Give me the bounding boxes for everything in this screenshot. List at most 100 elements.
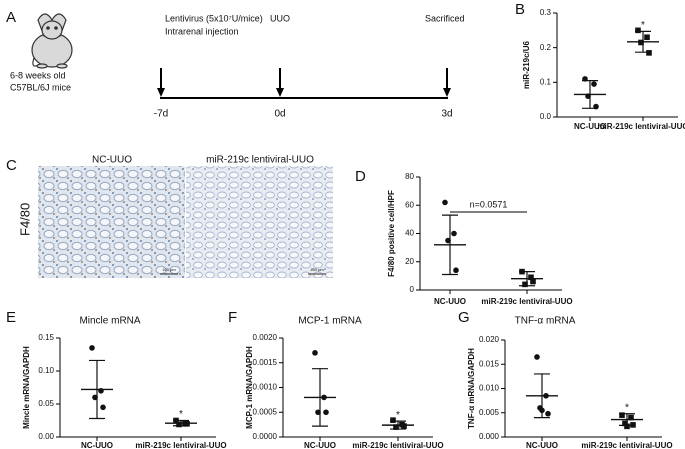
sd-bar: [442, 214, 458, 276]
mouse-text: C57BL/6J mice: [10, 82, 71, 92]
chart-title: Mincle mRNA: [79, 316, 140, 327]
data-point: [622, 420, 628, 427]
data-point: [312, 350, 318, 356]
data-point: [644, 34, 650, 41]
event-text: Intrarenal injection: [165, 26, 239, 36]
x-tick-label: miR-219c lentiviral-UUO: [581, 441, 672, 449]
sd-bar: [619, 413, 635, 426]
mouse-text: 6-8 weeks old: [10, 70, 66, 80]
y-axis-label: MCP-1 mRNA/GAPDH: [245, 346, 254, 429]
stain-label: F4/80: [17, 203, 32, 236]
y-tick-label: 0.005: [479, 408, 500, 417]
data-point: [635, 27, 641, 34]
day-label: 3d: [441, 109, 452, 120]
event-text: Lentivirus (5x10⁷U/mice): [165, 13, 263, 23]
chart-title: MCP-1 mRNA: [298, 316, 362, 327]
day-label: 0d: [274, 109, 285, 120]
y-tick-label: 40: [405, 229, 414, 238]
sd-bar: [635, 30, 651, 53]
data-point: [646, 50, 652, 56]
sd-bar: [173, 419, 189, 427]
panel-label: D: [355, 168, 366, 185]
event-text: Sacrificed: [425, 13, 465, 23]
x-tick-label: miR-219c lentiviral-UUO: [135, 441, 226, 449]
arrow-head: [157, 88, 165, 97]
mouse-icon: [31, 13, 73, 69]
data-point: [453, 267, 459, 274]
x-tick-label: miR-219c lentiviral-UUO: [352, 441, 443, 449]
data-point: [591, 81, 597, 87]
y-tick-label: 0.010: [479, 384, 500, 393]
data-point: [390, 417, 396, 423]
y-tick-label: 0.0000: [253, 432, 278, 441]
sd-bar: [519, 271, 535, 287]
data-point: [619, 412, 625, 418]
day-label: -7d: [154, 109, 168, 120]
data-point: [176, 421, 182, 428]
data-point: [393, 424, 399, 430]
data-point: [323, 409, 329, 416]
data-point: [624, 423, 630, 430]
y-tick-label: 0.0020: [253, 333, 278, 342]
scale-text: 100 μm: [310, 267, 324, 272]
histology-image: [186, 166, 333, 278]
data-point: [100, 404, 106, 411]
y-tick-label: 0.3: [540, 8, 552, 17]
data-point: [534, 354, 540, 360]
chart-title: TNF-α mRNA: [515, 316, 576, 327]
x-tick-label: NC-UUO: [304, 441, 336, 449]
x-tick-label: miR-219c lentiviral-UUO: [481, 297, 572, 306]
y-tick-label: 0.015: [479, 359, 500, 368]
arrow-head: [276, 88, 284, 97]
annotation: *: [641, 20, 645, 31]
data-point: [628, 414, 634, 421]
data-point: [442, 199, 448, 206]
annotation: *: [179, 409, 183, 420]
data-point: [401, 423, 407, 429]
sd-bar: [312, 368, 328, 427]
data-point: [451, 230, 457, 237]
y-tick-label: 0.020: [479, 335, 500, 344]
panel-label: G: [458, 309, 470, 326]
scale-text: 100 μm: [162, 267, 176, 272]
sd-bar: [390, 420, 406, 430]
event-text: UUO: [270, 13, 290, 23]
y-tick-label: 0.000: [479, 432, 500, 441]
panel-label: F: [228, 309, 237, 326]
y-tick-label: 20: [405, 257, 414, 266]
y-axis-label: miR-219c/U6: [522, 40, 531, 89]
y-tick-label: 0.0015: [253, 358, 278, 367]
y-tick-label: 80: [405, 172, 414, 181]
y-tick-label: 60: [405, 200, 414, 209]
image-title: NC-UUO: [92, 155, 132, 166]
panel-label: A: [6, 9, 16, 26]
data-point: [530, 278, 536, 285]
image-title: miR-219c lentiviral-UUO: [206, 155, 314, 166]
y-axis-label: F4/80 positive cell/HPF: [387, 190, 396, 277]
x-tick-label: NC-UUO: [81, 441, 113, 449]
sd-bar: [534, 373, 550, 419]
annotation: *: [625, 402, 629, 413]
data-point: [528, 274, 534, 281]
annotation: *: [396, 410, 400, 421]
panel-label: B: [515, 1, 525, 18]
y-tick-label: 0.00: [38, 432, 54, 441]
y-tick-label: 0.2: [540, 43, 552, 52]
y-tick-label: 0.0: [540, 112, 552, 121]
y-tick-label: 0.10: [38, 366, 54, 375]
y-tick-label: 0.0005: [253, 407, 278, 416]
y-tick-label: 0.1: [540, 77, 552, 86]
panel-label: C: [6, 157, 17, 174]
data-point: [92, 394, 98, 401]
data-point: [545, 410, 551, 417]
x-tick-label: miR-219c lentiviral-UUO: [597, 122, 685, 131]
sd-bar: [582, 80, 598, 109]
histology-image: [38, 166, 185, 278]
y-tick-label: 0: [410, 285, 415, 294]
panel-label: E: [6, 309, 16, 326]
data-point: [522, 281, 528, 288]
y-tick-label: 0.05: [38, 399, 54, 408]
y-axis-label: TNF-α mRNA/GAPDH: [467, 348, 476, 429]
x-tick-label: NC-UUO: [526, 441, 558, 449]
